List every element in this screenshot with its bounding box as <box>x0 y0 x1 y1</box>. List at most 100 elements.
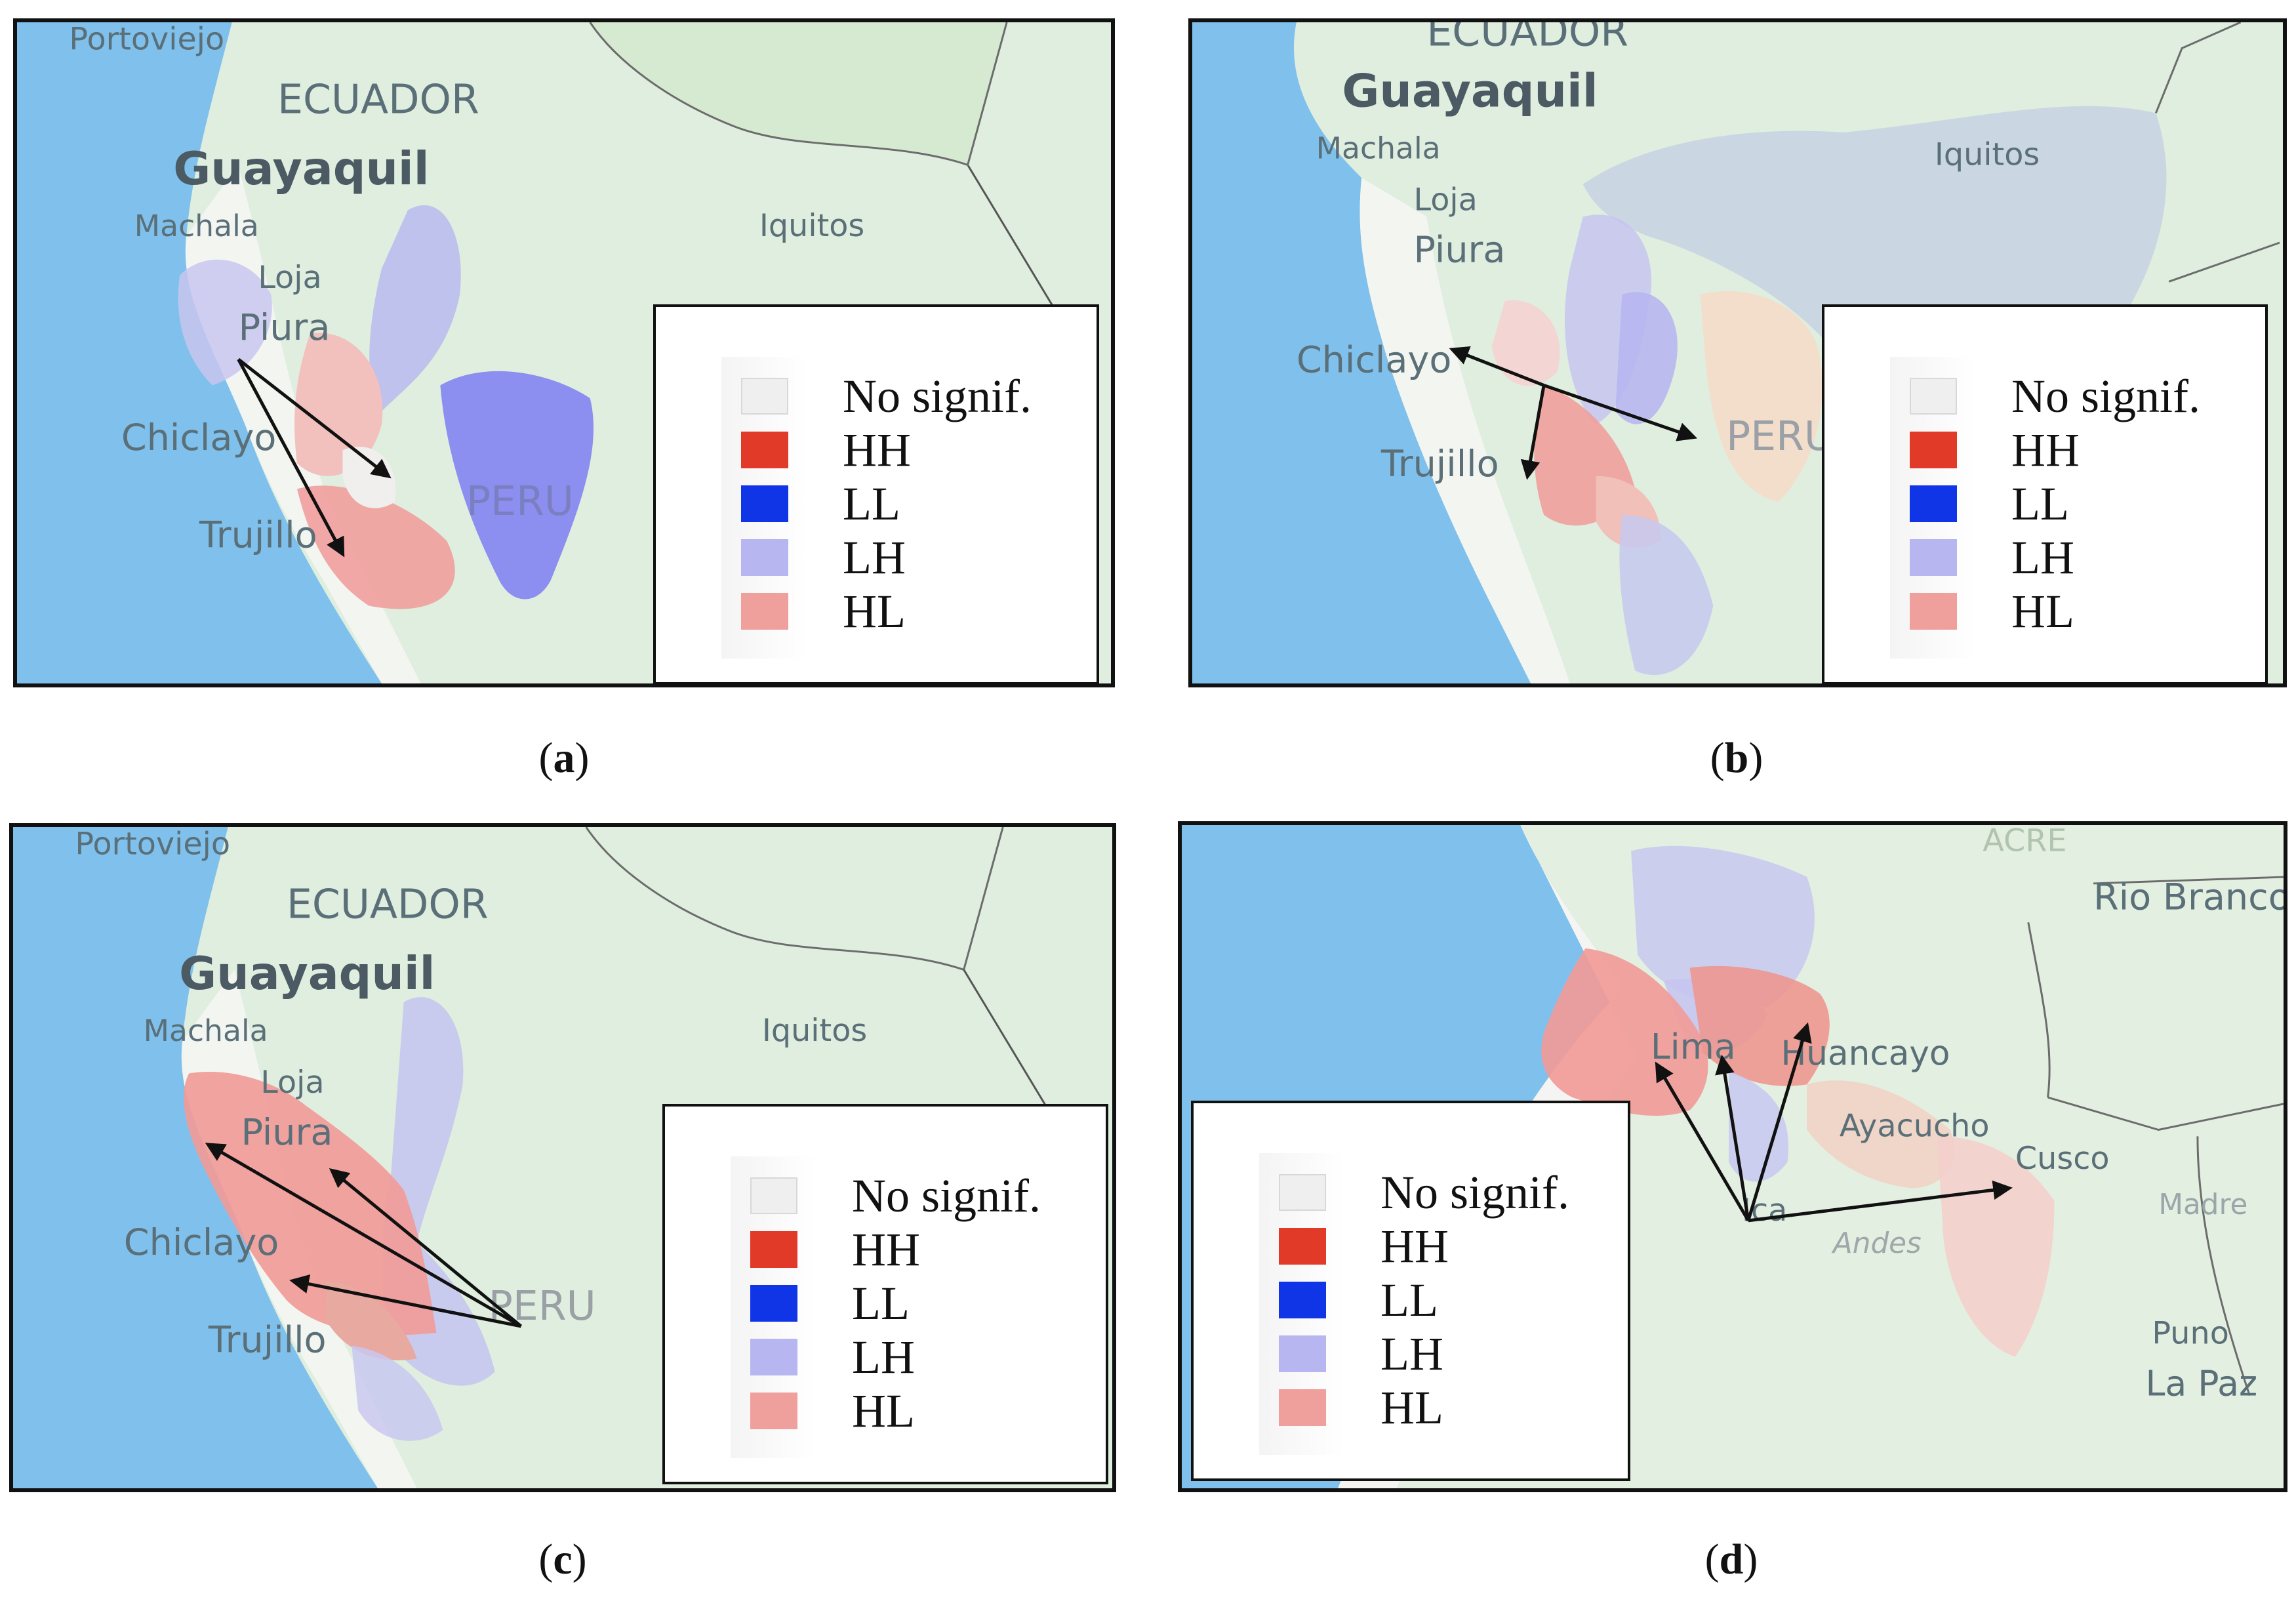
swatch-hl <box>1279 1389 1326 1426</box>
label-guayaquil: Guayaquil <box>179 948 435 1000</box>
label-trujillo: Trujillo <box>208 1320 327 1362</box>
arrow <box>289 1274 521 1328</box>
label-ecuador: ECUADOR <box>277 76 479 123</box>
label-madre: Madre <box>2158 1189 2247 1221</box>
border-line <box>2047 1096 2284 1131</box>
legend-label-hh: HH <box>852 1223 920 1276</box>
region-lh <box>1631 845 1815 1008</box>
region-lh <box>369 205 461 411</box>
legend-label-ll: LL <box>2011 478 2069 530</box>
swatch-lh <box>1279 1335 1326 1372</box>
swatch-ll <box>1910 485 1957 522</box>
swatch-hl <box>750 1393 797 1429</box>
legend-label-ll: LL <box>1380 1274 1438 1326</box>
label-andes: Andes <box>1831 1227 1922 1260</box>
arrow-group-b <box>1449 346 1698 480</box>
legend-label-no-signif: No signif. <box>1380 1166 1569 1219</box>
region-lh <box>178 259 272 386</box>
swatch-no-signif <box>741 378 788 415</box>
legend-label-lh: LH <box>1380 1328 1443 1380</box>
legend: No signif. HH LL LH HL <box>662 1104 1108 1484</box>
border-line <box>2155 22 2242 113</box>
swatch-hl <box>741 593 788 630</box>
legend-label-hl: HL <box>1380 1381 1443 1434</box>
legend-label-hl: HL <box>2011 585 2074 638</box>
label-peru: PERU <box>466 478 574 525</box>
legend-label-no-signif: No signif. <box>843 370 1032 422</box>
swatch-ll <box>1279 1282 1326 1318</box>
map-panel-a: Portoviejo ECUADOR Guayaquil Machala Loj… <box>13 18 1115 687</box>
swatch-hh <box>1910 432 1957 468</box>
region-lh <box>1619 515 1714 676</box>
label-acre: ACRE <box>1983 825 2066 859</box>
swatch-no-signif <box>750 1177 797 1214</box>
caption-d: (d) <box>1704 1536 1758 1583</box>
swatch-hl <box>1910 593 1957 630</box>
arrow <box>1520 384 1546 480</box>
label-huancayo: Huancayo <box>1781 1034 1950 1074</box>
legend-label-hh: HH <box>2011 424 2080 476</box>
legend: No signif. HH LL LH HL <box>1822 304 2268 683</box>
label-cusco: Cusco <box>2015 1141 2110 1177</box>
border-line <box>2093 876 2284 885</box>
swatch-no-signif <box>1910 378 1957 415</box>
region-hl-light <box>1937 1136 2055 1357</box>
label-portoviejo: Portoviejo <box>69 22 224 57</box>
label-rio-branco: Rio Branco <box>2093 877 2284 919</box>
swatch-lh <box>750 1339 797 1375</box>
legend: No signif. HH LL LH HL <box>653 304 1099 683</box>
border-line <box>2196 1136 2251 1396</box>
label-chiclayo: Chiclayo <box>124 1222 279 1264</box>
swatch-lh <box>1910 539 1957 576</box>
ocean <box>1192 22 1531 683</box>
arrow-group-d <box>1655 1022 2013 1223</box>
legend-label-lh: LH <box>843 531 906 584</box>
legend: No signif. HH LL LH HL <box>1191 1101 1630 1481</box>
swatch-hh <box>741 432 788 468</box>
legend-label-hh: HH <box>1380 1220 1449 1272</box>
region-lh <box>352 1345 443 1441</box>
arrow <box>1543 384 1698 441</box>
label-iquitos: Iquitos <box>759 208 864 244</box>
swatch-lh <box>741 539 788 576</box>
label-iquitos: Iquitos <box>762 1013 867 1049</box>
label-loja: Loja <box>258 260 321 296</box>
swatch-ll <box>750 1285 797 1322</box>
label-machala: Machala <box>1316 131 1441 166</box>
caption-b: (b) <box>1710 734 1763 782</box>
arrow <box>237 358 345 558</box>
ecuador-amazon <box>590 22 1007 165</box>
label-peru: PERU <box>1726 413 1834 460</box>
label-ayacucho: Ayacucho <box>1840 1108 1990 1144</box>
arrow <box>237 357 392 479</box>
arrow-group-c <box>205 1143 523 1328</box>
legend-label-hh: HH <box>843 424 911 476</box>
label-ica: Ica <box>1742 1192 1787 1229</box>
legend-label-ll: LL <box>843 478 900 530</box>
legend-label-no-signif: No signif. <box>2011 370 2200 422</box>
legend-label-hl: HL <box>843 585 906 638</box>
ocean <box>13 827 378 1488</box>
legend-label-lh: LH <box>852 1331 915 1383</box>
swatch-no-signif <box>1279 1174 1326 1211</box>
label-piura: Piura <box>239 307 331 349</box>
label-chiclayo: Chiclayo <box>1297 340 1452 382</box>
label-guayaquil: Guayaquil <box>1342 66 1598 118</box>
region-hl-light <box>1491 300 1560 386</box>
map-c-canvas: Portoviejo ECUADOR Guayaquil Machala Loj… <box>13 827 1112 1488</box>
label-ecuador: ECUADOR <box>287 881 489 927</box>
swatch-ll <box>741 485 788 522</box>
region-lh <box>1615 292 1678 424</box>
region-lh <box>1729 1071 1788 1182</box>
label-loja: Loja <box>1414 182 1478 218</box>
region-hl-light <box>1807 1080 1954 1189</box>
swatch-hh <box>750 1231 797 1268</box>
region-hl <box>325 1280 417 1360</box>
legend-label-lh: LH <box>2011 531 2074 584</box>
region-hl <box>296 485 455 609</box>
border-line <box>589 22 1008 167</box>
arrow <box>205 1143 522 1328</box>
label-la-paz: La Paz <box>2146 1363 2258 1404</box>
region-hl <box>294 333 383 476</box>
arrow <box>1449 346 1545 387</box>
